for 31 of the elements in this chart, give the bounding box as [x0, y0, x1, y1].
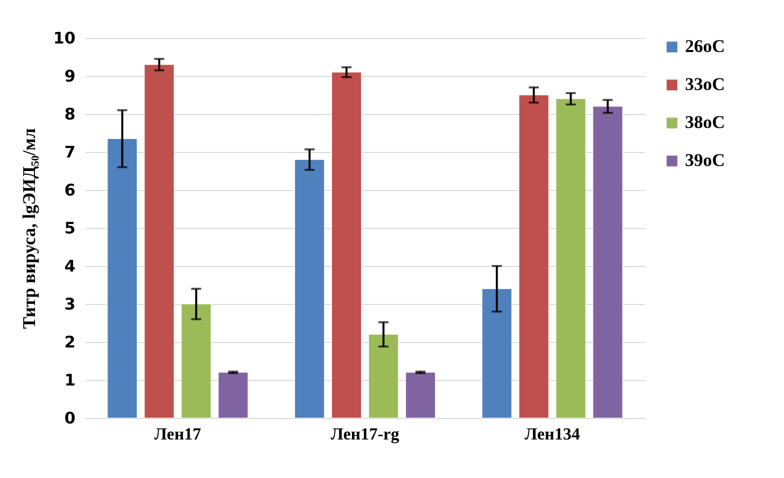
bar [368, 334, 399, 418]
y-tick-label: 8 [64, 104, 76, 124]
x-tick-label: Лен134 [524, 424, 580, 444]
y-axis-title: Титр вируса, lgЭИД₅₀/мл [19, 128, 40, 329]
bar [405, 372, 436, 418]
y-tick-label: 10 [53, 28, 76, 48]
bar [181, 304, 212, 418]
y-tick-label: 9 [64, 66, 76, 86]
x-tick-label: Лен17 [154, 424, 202, 444]
y-tick-label: 0 [64, 408, 76, 428]
bar [518, 94, 549, 418]
bar [482, 288, 512, 418]
y-tick-label: 7 [64, 142, 76, 162]
bar [107, 138, 138, 418]
bar [294, 159, 325, 418]
legend-label: 33oC [685, 74, 725, 94]
y-tick-label: 3 [64, 294, 76, 314]
y-tick-label: 4 [64, 256, 76, 276]
bar [331, 72, 362, 418]
y-tick-label: 6 [64, 180, 76, 200]
y-tick-label: 2 [64, 332, 76, 352]
bar [218, 372, 248, 418]
y-tick-label: 1 [64, 370, 76, 390]
x-tick-label: Лен17-rg [330, 424, 400, 444]
legend-label: 26oC [685, 36, 725, 56]
y-tick-label: 5 [64, 218, 76, 238]
bar [556, 98, 586, 418]
legend-label: 39oC [685, 150, 725, 170]
legend-label: 38oC [685, 112, 725, 132]
bar [592, 106, 623, 418]
bar [144, 64, 174, 418]
